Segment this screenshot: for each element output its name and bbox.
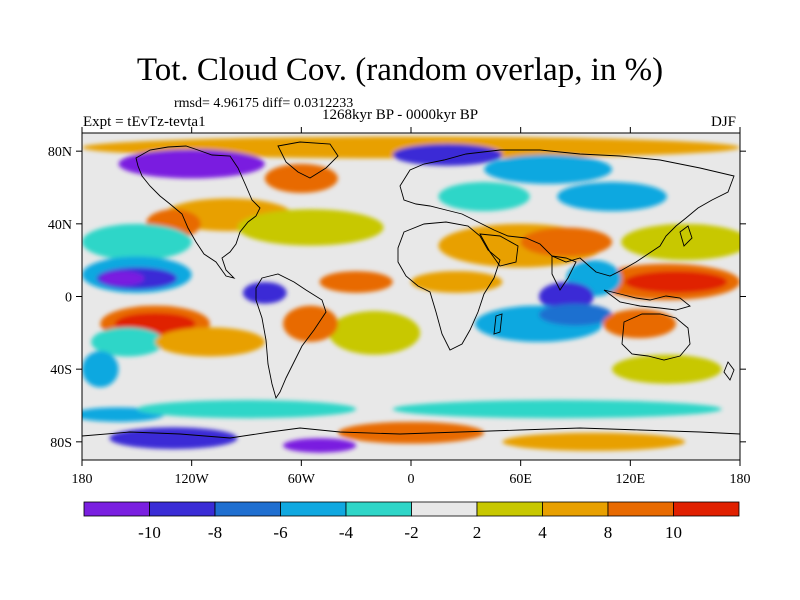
colorbar-swatch bbox=[280, 501, 347, 517]
anomaly-region bbox=[612, 354, 722, 384]
chart-title: Tot. Cloud Cov. (random overlap, in %) bbox=[136, 52, 664, 88]
coastlines bbox=[82, 141, 740, 439]
lon-tick-label: 0 bbox=[408, 472, 415, 487]
anomaly-region bbox=[109, 427, 238, 450]
colorbar-label: 8 bbox=[604, 523, 613, 542]
lat-tick-label: 40S bbox=[50, 363, 72, 378]
colorbar-label: -8 bbox=[208, 523, 222, 542]
anomaly-region bbox=[91, 327, 165, 357]
coast-antarctica bbox=[82, 427, 740, 439]
colorbar-label: -2 bbox=[404, 523, 418, 542]
colorbar-label: 4 bbox=[538, 523, 547, 542]
colorbar-swatch bbox=[673, 501, 740, 517]
anomaly-region bbox=[502, 432, 686, 451]
anomaly-region bbox=[283, 305, 338, 342]
anomaly-region bbox=[484, 154, 613, 184]
anomaly-region bbox=[621, 223, 740, 261]
coast-new-zealand bbox=[723, 361, 735, 381]
lat-tick-label: 80N bbox=[48, 145, 72, 160]
coast-africa bbox=[397, 221, 501, 351]
lon-tick-label: 180 bbox=[72, 472, 93, 487]
colorbar-label: 10 bbox=[665, 523, 682, 542]
colorbar-swatch bbox=[542, 501, 609, 517]
longitude-axis: 180 120W 60W 0 60E 120E 180 bbox=[72, 127, 751, 487]
anomaly-region bbox=[82, 351, 119, 388]
experiment-label: Expt = tEvTz-tevta1 bbox=[83, 114, 206, 130]
colorbar-swatch bbox=[149, 501, 216, 517]
colorbar-swatch bbox=[607, 501, 674, 517]
colorbar: -10 -8 -6 -4 -2 2 4 8 10 bbox=[83, 501, 740, 542]
coast-australia bbox=[621, 313, 691, 361]
anomaly-region bbox=[82, 223, 192, 261]
anomaly-region bbox=[283, 438, 357, 453]
latitude-axis: 80N 40N 0 40S 80S bbox=[48, 145, 746, 451]
lon-tick-label: 120E bbox=[616, 472, 646, 487]
anomaly-region bbox=[438, 182, 530, 212]
colorbar-swatch bbox=[411, 501, 478, 517]
anomaly-region bbox=[392, 143, 503, 166]
season-label: DJF bbox=[711, 114, 737, 130]
coast-india bbox=[551, 255, 577, 291]
colorbar-label: 2 bbox=[473, 523, 482, 542]
anomaly-region bbox=[242, 281, 287, 304]
anomaly-regions bbox=[82, 136, 740, 453]
lat-tick-label: 80S bbox=[50, 436, 72, 451]
colorbar-swatch bbox=[476, 501, 543, 517]
coast-south-america bbox=[255, 273, 327, 400]
lon-tick-label: 180 bbox=[730, 472, 751, 487]
colorbar-swatch bbox=[345, 501, 412, 517]
coast-madagascar bbox=[493, 313, 503, 335]
anomaly-region bbox=[319, 271, 393, 293]
stats-label: rmsd= 4.96175 diff= 0.0312233 bbox=[174, 96, 354, 111]
colorbar-label: -6 bbox=[273, 523, 287, 542]
colorbar-swatch bbox=[214, 501, 281, 517]
coast-japan bbox=[679, 225, 693, 247]
colorbar-label: -4 bbox=[339, 523, 354, 542]
period-label: 1268kyr BP - 0000kyr BP bbox=[322, 107, 479, 123]
lon-tick-label: 60W bbox=[288, 472, 316, 487]
lat-tick-label: 40N bbox=[48, 218, 72, 233]
anomaly-region bbox=[520, 227, 613, 257]
anomaly-region bbox=[155, 327, 265, 357]
anomaly-region bbox=[328, 311, 421, 355]
anomaly-region bbox=[100, 271, 145, 286]
colorbar-swatch bbox=[83, 501, 150, 517]
anomaly-region bbox=[337, 421, 485, 444]
anomaly-field bbox=[82, 133, 740, 460]
lon-tick-label: 120W bbox=[175, 472, 210, 487]
coast-arabia bbox=[479, 233, 519, 267]
anomaly-region bbox=[392, 400, 722, 419]
anomaly-region bbox=[264, 163, 338, 193]
coast-greenland bbox=[277, 141, 339, 179]
anomaly-region bbox=[624, 271, 728, 293]
anomaly-region bbox=[136, 400, 357, 419]
coast-europe-asia bbox=[399, 149, 735, 277]
anomaly-region bbox=[538, 303, 613, 326]
coast-north-america bbox=[135, 145, 261, 279]
anomaly-region bbox=[237, 209, 384, 246]
colorbar-label: -10 bbox=[138, 523, 161, 542]
anomaly-region bbox=[411, 271, 503, 293]
coast-indonesia bbox=[603, 289, 691, 311]
anomaly-region bbox=[602, 309, 677, 339]
anomaly-region bbox=[118, 149, 265, 179]
anomaly-region bbox=[538, 281, 594, 312]
lon-tick-label: 60E bbox=[509, 472, 532, 487]
anomaly-region bbox=[557, 182, 667, 212]
lat-tick-label: 0 bbox=[65, 291, 72, 306]
